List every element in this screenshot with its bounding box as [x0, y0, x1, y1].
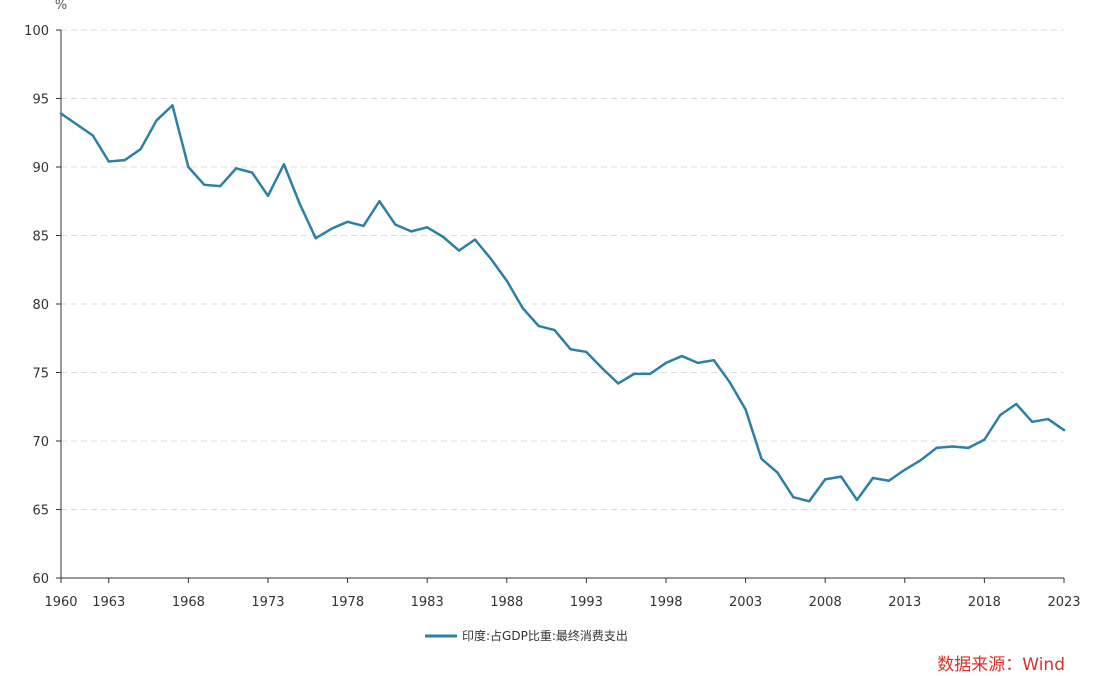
y-tick-label-70: 70	[32, 435, 49, 450]
x-tick-label-1978: 1978	[331, 595, 364, 610]
data-point-1963	[107, 160, 110, 163]
data-point-1965	[139, 147, 142, 151]
data-point-1995	[617, 382, 620, 385]
x-axis-ticks: 1960 1963 1968 1973 1978 1983 1988 1993 1998 2003…	[44, 578, 1081, 610]
x-tick-label-1988: 1988	[490, 595, 523, 610]
data-point-1975	[298, 202, 302, 206]
data-point-2008	[823, 478, 827, 481]
data-point-2000	[696, 361, 700, 365]
data-point-2023	[1062, 428, 1066, 432]
data-point-2014	[919, 458, 922, 462]
data-point-1972	[250, 171, 254, 174]
x-tick-label-1983: 1983	[411, 595, 444, 610]
series-line-0	[59, 104, 1066, 503]
data-point-1985	[457, 249, 461, 252]
y-tick-label-85: 85	[32, 230, 49, 245]
data-point-2015	[935, 446, 938, 450]
gridlines	[61, 29, 1064, 510]
y-tick-label-95: 95	[32, 93, 49, 108]
data-point-1994	[601, 367, 604, 370]
data-point-1993	[585, 350, 588, 354]
data-point-1998	[664, 361, 668, 365]
data-point-1987	[489, 257, 493, 260]
data-point-1971	[234, 167, 238, 170]
x-tick-label-1960: 1960	[44, 595, 77, 610]
data-point-1964	[123, 158, 126, 162]
y-tick-label-100: 100	[24, 24, 49, 39]
x-tick-label-2023: 2023	[1047, 595, 1080, 610]
data-point-2016	[951, 445, 954, 448]
data-point-2010	[855, 498, 859, 502]
data-point-2019	[999, 413, 1002, 417]
data-point-2005	[776, 471, 779, 474]
data-point-2011	[871, 476, 875, 480]
x-tick-label-2018: 2018	[968, 595, 1001, 610]
x-tick-label-1973: 1973	[251, 595, 284, 610]
y-tick-label-65: 65	[32, 504, 49, 519]
data-point-2018	[983, 438, 986, 441]
data-point-2022	[1046, 417, 1050, 421]
data-point-1978	[346, 220, 349, 223]
data-point-2001	[712, 358, 715, 362]
data-point-2007	[808, 500, 811, 503]
data-point-1961	[75, 123, 79, 126]
y-tick-label-80: 80	[32, 298, 49, 313]
data-point-2002	[728, 380, 731, 384]
x-tick-label-2008: 2008	[809, 595, 842, 610]
data-point-1962	[91, 134, 95, 137]
y-tick-label-90: 90	[32, 161, 49, 176]
series-layer	[59, 104, 1066, 503]
x-tick-label-1963: 1963	[92, 595, 125, 610]
data-point-1980	[378, 200, 381, 203]
data-point-1979	[362, 224, 365, 228]
data-point-1988	[505, 279, 508, 282]
data-point-2021	[1030, 420, 1034, 424]
data-point-2006	[792, 495, 795, 499]
data-point-1973	[266, 194, 270, 197]
y-axis-unit-label: %	[55, 0, 67, 13]
data-point-1982	[410, 230, 413, 233]
data-point-2012	[887, 479, 891, 482]
data-point-1986	[473, 238, 477, 241]
data-point-1984	[441, 235, 445, 239]
data-point-2004	[760, 457, 763, 461]
data-point-1974	[282, 163, 286, 166]
data-point-1991	[553, 328, 556, 332]
data-point-1968	[187, 165, 190, 169]
data-point-2003	[744, 408, 747, 411]
data-point-1999	[680, 354, 684, 358]
data-point-1976	[314, 237, 317, 240]
data-point-1977	[330, 227, 333, 230]
y-tick-label-60: 60	[32, 572, 49, 587]
x-tick-label-1968: 1968	[172, 595, 205, 610]
data-point-1970	[219, 184, 222, 188]
data-point-1983	[425, 226, 429, 229]
data-point-2017	[967, 446, 970, 450]
data-point-1996	[632, 372, 636, 376]
legend-label: 印度:占GDP比重:最终消费支出	[462, 628, 628, 643]
data-point-2013	[903, 468, 906, 471]
legend[interactable]: 印度:占GDP比重:最终消费支出	[425, 628, 628, 643]
data-point-1966	[155, 119, 158, 122]
x-tick-label-2013: 2013	[888, 595, 921, 610]
x-tick-label-1993: 1993	[570, 595, 603, 610]
data-point-1989	[521, 306, 524, 310]
source-note: 数据来源：Wind	[937, 655, 1065, 675]
data-point-1967	[171, 104, 174, 107]
data-point-1969	[203, 183, 206, 187]
data-point-1997	[648, 372, 652, 376]
data-point-2020	[1015, 402, 1018, 406]
data-point-1992	[569, 348, 572, 351]
y-axis-ticks: 60 65 70 75 80 85 90 95 100	[24, 24, 61, 587]
data-point-2009	[839, 475, 843, 478]
data-point-1960	[59, 112, 63, 115]
data-point-1981	[394, 223, 397, 226]
data-point-1990	[537, 324, 540, 328]
x-tick-label-2003: 2003	[729, 595, 762, 610]
x-tick-label-1998: 1998	[649, 595, 682, 610]
y-tick-label-75: 75	[32, 367, 49, 382]
